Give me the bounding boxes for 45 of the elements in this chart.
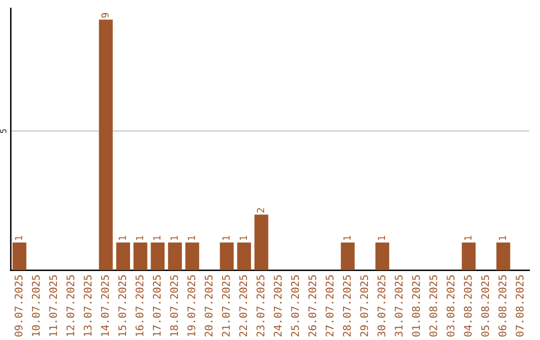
data-label: 1 bbox=[153, 236, 160, 240]
x-tick-label: 05.08.2025 bbox=[481, 275, 490, 336]
data-label: 9 bbox=[101, 13, 109, 18]
x-tick-label: 14.07.2025 bbox=[101, 275, 109, 336]
x-tick-label: 29.07.2025 bbox=[360, 275, 368, 336]
data-label: 1 bbox=[136, 236, 144, 240]
x-tick-label: 06.08.2025 bbox=[498, 275, 506, 336]
x-tick-label: 23.07.2025 bbox=[256, 275, 264, 336]
data-label: 1 bbox=[222, 236, 230, 240]
data-label: 1 bbox=[118, 236, 126, 240]
x-tick-label: 25.07.2025 bbox=[291, 275, 299, 336]
x-tick-label: 16.07.2025 bbox=[136, 275, 144, 336]
x-tick-label: 17.07.2025 bbox=[152, 275, 161, 336]
x-tick-label: 13.07.2025 bbox=[84, 275, 92, 336]
data-label: 1 bbox=[240, 236, 247, 240]
x-tick-label: 30.07.2025 bbox=[377, 275, 386, 336]
data-label: 1 bbox=[343, 236, 350, 240]
x-tick-label: 21.07.2025 bbox=[222, 275, 230, 336]
x-tick-label: 11.07.2025 bbox=[49, 275, 58, 336]
data-label: 1 bbox=[378, 236, 386, 240]
x-tick-label: 15.07.2025 bbox=[118, 275, 126, 336]
x-tick-label: 24.07.2025 bbox=[274, 275, 282, 336]
data-label: 1 bbox=[188, 236, 195, 240]
x-tick-label: 03.08.2025 bbox=[446, 275, 454, 336]
x-tick-label: 27.07.2025 bbox=[326, 275, 334, 336]
x-tick-label: 26.07.2025 bbox=[308, 275, 316, 336]
x-tick-label: 07.08.2025 bbox=[516, 275, 524, 336]
y-tick-label: 5 bbox=[0, 129, 6, 133]
x-tick-label: 22.07.2025 bbox=[239, 275, 248, 336]
x-tick-label: 10.07.2025 bbox=[32, 275, 40, 336]
x-tick-label: 09.07.2025 bbox=[14, 275, 22, 336]
x-tick-label: 20.07.2025 bbox=[204, 275, 213, 336]
x-tick-label: 19.07.2025 bbox=[187, 275, 196, 336]
data-label: 1 bbox=[15, 236, 22, 240]
x-tick-label: 31.07.2025 bbox=[394, 275, 403, 336]
data-label: 1 bbox=[464, 236, 472, 240]
x-tick-label: 01.08.2025 bbox=[412, 275, 420, 336]
x-tick-label: 28.07.2025 bbox=[342, 275, 351, 336]
data-label: 1 bbox=[170, 236, 178, 240]
x-tick-label: 18.07.2025 bbox=[170, 275, 178, 336]
data-label: 2 bbox=[256, 208, 264, 212]
data-label: 1 bbox=[498, 236, 506, 240]
x-tick-label: 04.08.2025 bbox=[464, 275, 472, 336]
x-tick-label: 12.07.2025 bbox=[66, 275, 74, 336]
x-tick-label: 02.08.2025 bbox=[429, 275, 438, 336]
